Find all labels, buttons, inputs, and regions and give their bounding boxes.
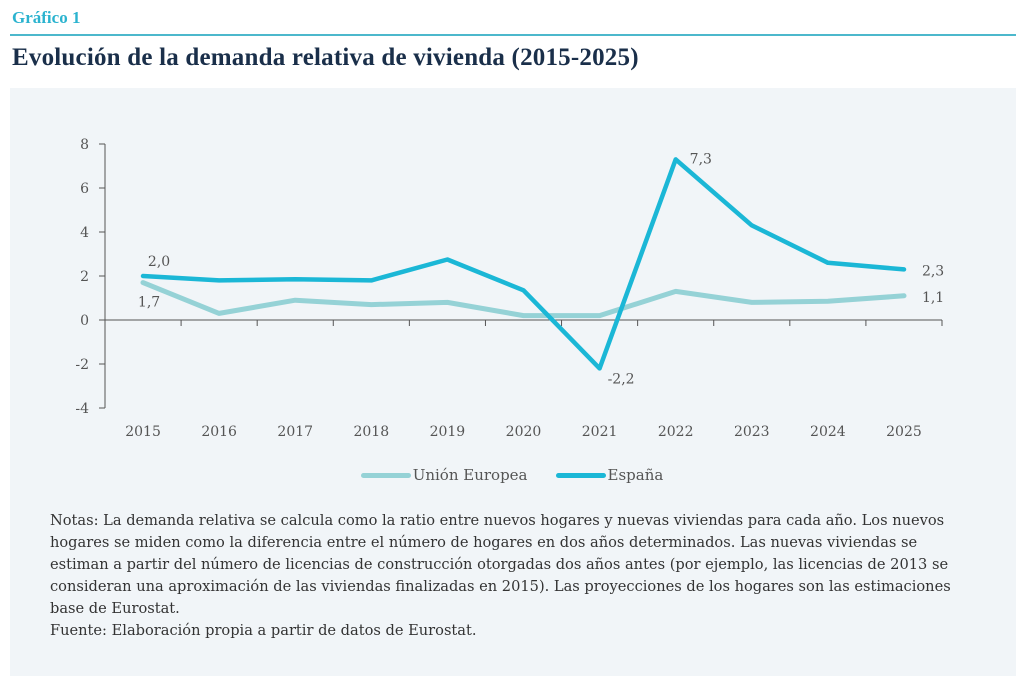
y-tick-label: -2 bbox=[75, 357, 89, 373]
x-tick-label: 2020 bbox=[506, 424, 542, 440]
data-label: -2,2 bbox=[608, 371, 635, 387]
x-tick-label: 2024 bbox=[810, 424, 846, 440]
chart-notes: Notas: La demanda relativa se calcula co… bbox=[50, 510, 980, 642]
source-text: Fuente: Elaboración propia a partir de d… bbox=[50, 622, 477, 639]
legend-swatch-espana bbox=[555, 472, 606, 478]
legend-label-espana: España bbox=[607, 466, 664, 484]
series-line-ue bbox=[140, 280, 907, 319]
y-tick-label: 8 bbox=[80, 137, 89, 153]
notes-text: Notas: La demanda relativa se calcula co… bbox=[50, 512, 951, 617]
data-label: 7,3 bbox=[690, 151, 712, 167]
legend: Unión Europea España bbox=[0, 466, 1024, 484]
legend-swatch-ue bbox=[360, 472, 411, 478]
series-line-espana bbox=[140, 157, 907, 371]
y-tick-label: 2 bbox=[80, 269, 89, 285]
legend-item-espana: España bbox=[555, 466, 664, 484]
data-label: 2,3 bbox=[922, 263, 944, 279]
y-tick-label: -4 bbox=[75, 401, 89, 417]
x-tick-label: 2022 bbox=[658, 424, 694, 440]
y-tick-label: 6 bbox=[80, 181, 89, 197]
header-rule bbox=[10, 34, 1016, 36]
x-tick-label: 2021 bbox=[582, 424, 618, 440]
x-tick-label: 2025 bbox=[886, 424, 922, 440]
chart-kicker: Gráfico 1 bbox=[12, 8, 81, 27]
data-label: 2,0 bbox=[148, 254, 170, 270]
legend-item-ue: Unión Europea bbox=[360, 466, 528, 484]
y-tick-label: 0 bbox=[80, 313, 89, 329]
x-tick-label: 2019 bbox=[430, 424, 466, 440]
chart-title: Evolución de la demanda relativa de vivi… bbox=[12, 44, 639, 71]
x-tick-label: 2023 bbox=[734, 424, 770, 440]
x-tick-label: 2018 bbox=[353, 424, 389, 440]
x-tick-label: 2015 bbox=[125, 424, 161, 440]
data-label: 1,1 bbox=[922, 290, 944, 306]
x-tick-label: 2017 bbox=[277, 424, 313, 440]
chart-panel bbox=[10, 88, 1016, 676]
x-tick-label: 2016 bbox=[201, 424, 237, 440]
y-tick-label: 4 bbox=[80, 225, 89, 241]
data-label: 1,7 bbox=[138, 295, 160, 311]
legend-label-ue: Unión Europea bbox=[412, 466, 528, 484]
